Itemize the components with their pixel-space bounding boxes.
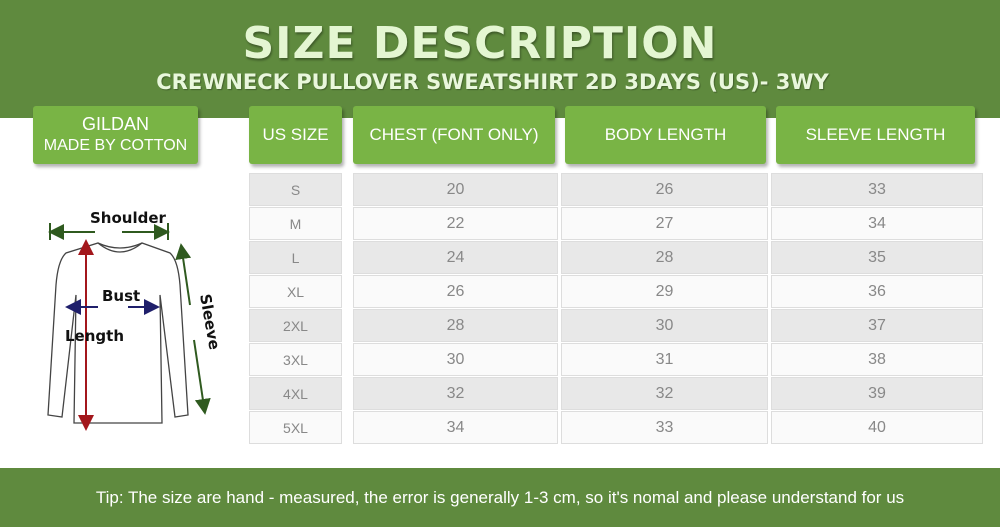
size-cell: S [249, 173, 342, 206]
body-length-cell: 28 [561, 241, 768, 274]
sleeve-arrow-icon [175, 243, 211, 415]
body-length-cell: 29 [561, 275, 768, 308]
size-cell: 4XL [249, 377, 342, 410]
table-row: 4XL 32 32 39 [249, 377, 983, 411]
size-cell: 5XL [249, 411, 342, 444]
chest-cell: 26 [353, 275, 558, 308]
size-cell: 3XL [249, 343, 342, 376]
table-row: 2XL 28 30 37 [249, 309, 983, 343]
chest-cell: 22 [353, 207, 558, 240]
size-cell: M [249, 207, 342, 240]
table-row: 5XL 34 33 40 [249, 411, 983, 445]
body-length-cell: 30 [561, 309, 768, 342]
body-length-cell: 33 [561, 411, 768, 444]
table-row: 3XL 30 31 38 [249, 343, 983, 377]
table-row: M 22 27 34 [249, 207, 983, 241]
column-header-body-length: BODY LENGTH [565, 106, 766, 164]
sleeve-length-cell: 33 [771, 173, 983, 206]
brand-name: GILDAN [81, 114, 150, 134]
bust-label: Bust [102, 287, 140, 305]
header-band [0, 0, 1000, 118]
column-header-us-size: US SIZE [249, 106, 342, 164]
sleeve-length-cell: 34 [771, 207, 983, 240]
sleeve-label: Sleeve [196, 293, 223, 352]
chest-cell: 32 [353, 377, 558, 410]
body-length-cell: 31 [561, 343, 768, 376]
brand-material: MADE BY COTTON [43, 137, 188, 154]
chest-cell: 20 [353, 173, 558, 206]
length-label: Length [65, 327, 124, 345]
body-length-cell: 32 [561, 377, 768, 410]
column-header-sleeve-length: SLEEVE LENGTH [776, 106, 975, 164]
chest-cell: 34 [353, 411, 558, 444]
page-subtitle: CREWNECK PULLOVER SWEATSHIRT 2D 3DAYS (U… [156, 70, 829, 94]
footer-tip: Tip: The size are hand - measured, the e… [95, 487, 905, 507]
column-header-chest: CHEST (FONT ONLY) [353, 106, 555, 164]
table-row: XL 26 29 36 [249, 275, 983, 309]
shoulder-arrow-icon [48, 223, 170, 240]
chest-cell: 30 [353, 343, 558, 376]
page-title: SIZE DESCRIPTION [242, 18, 718, 69]
size-cell: L [249, 241, 342, 274]
shirt-outline-icon [47, 242, 189, 424]
size-cell: 2XL [249, 309, 342, 342]
size-cell: XL [249, 275, 342, 308]
sleeve-length-cell: 37 [771, 309, 983, 342]
sleeve-length-cell: 39 [771, 377, 983, 410]
sleeve-length-cell: 40 [771, 411, 983, 444]
chest-cell: 24 [353, 241, 558, 274]
sleeve-length-cell: 35 [771, 241, 983, 274]
body-length-cell: 26 [561, 173, 768, 206]
shirt-diagram: Shoulder Length Bust Sleeve [47, 209, 224, 431]
shoulder-label: Shoulder [90, 209, 167, 227]
table-row: S 20 26 33 [249, 173, 983, 207]
footer-band: Tip: The size are hand - measured, the e… [0, 468, 1000, 527]
body-length-cell: 27 [561, 207, 768, 240]
sleeve-length-cell: 38 [771, 343, 983, 376]
table-row: L 24 28 35 [249, 241, 983, 275]
brand-box: GILDAN MADE BY COTTON [33, 106, 198, 164]
chest-cell: 28 [353, 309, 558, 342]
sleeve-length-cell: 36 [771, 275, 983, 308]
